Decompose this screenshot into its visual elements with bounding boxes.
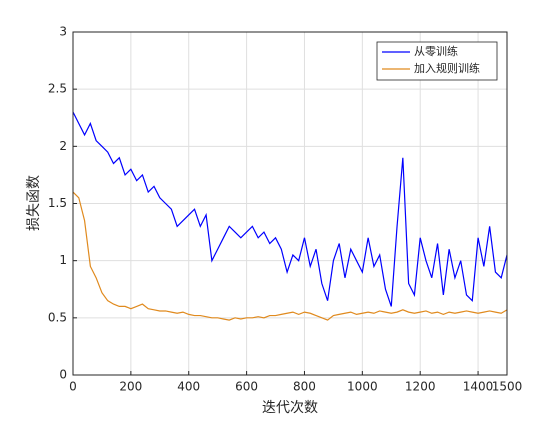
x-tick-label: 800 (293, 380, 316, 394)
x-tick-label: 1200 (405, 380, 436, 394)
x-tick-label: 200 (119, 380, 142, 394)
x-axis-label: 迭代次数 (262, 400, 318, 416)
x-tick-label: 1400 (463, 380, 494, 394)
x-tick-label: 400 (177, 380, 200, 394)
y-tick-label: 0 (59, 368, 67, 382)
y-axis-label: 损失函数 (26, 175, 42, 231)
x-tick-label: 1000 (347, 380, 378, 394)
line-series (72, 111, 508, 307)
line-series (72, 191, 508, 321)
x-tick-label: 0 (69, 380, 77, 394)
y-tick-label: 2.5 (48, 82, 67, 96)
legend-box (376, 41, 498, 81)
y-tick-label: 3 (59, 25, 67, 39)
y-tick-label: 0.5 (48, 310, 67, 324)
x-tick-label: 1500 (492, 380, 523, 394)
y-tick-label: 1.5 (48, 196, 67, 210)
legend-label: 从零训练 (414, 44, 458, 58)
axes-box (72, 31, 508, 376)
x-tick-label: 600 (235, 380, 258, 394)
y-tick-label: 1 (59, 253, 67, 267)
y-tick-label: 2 (59, 139, 67, 153)
legend-label: 加入规则训练 (414, 61, 480, 75)
